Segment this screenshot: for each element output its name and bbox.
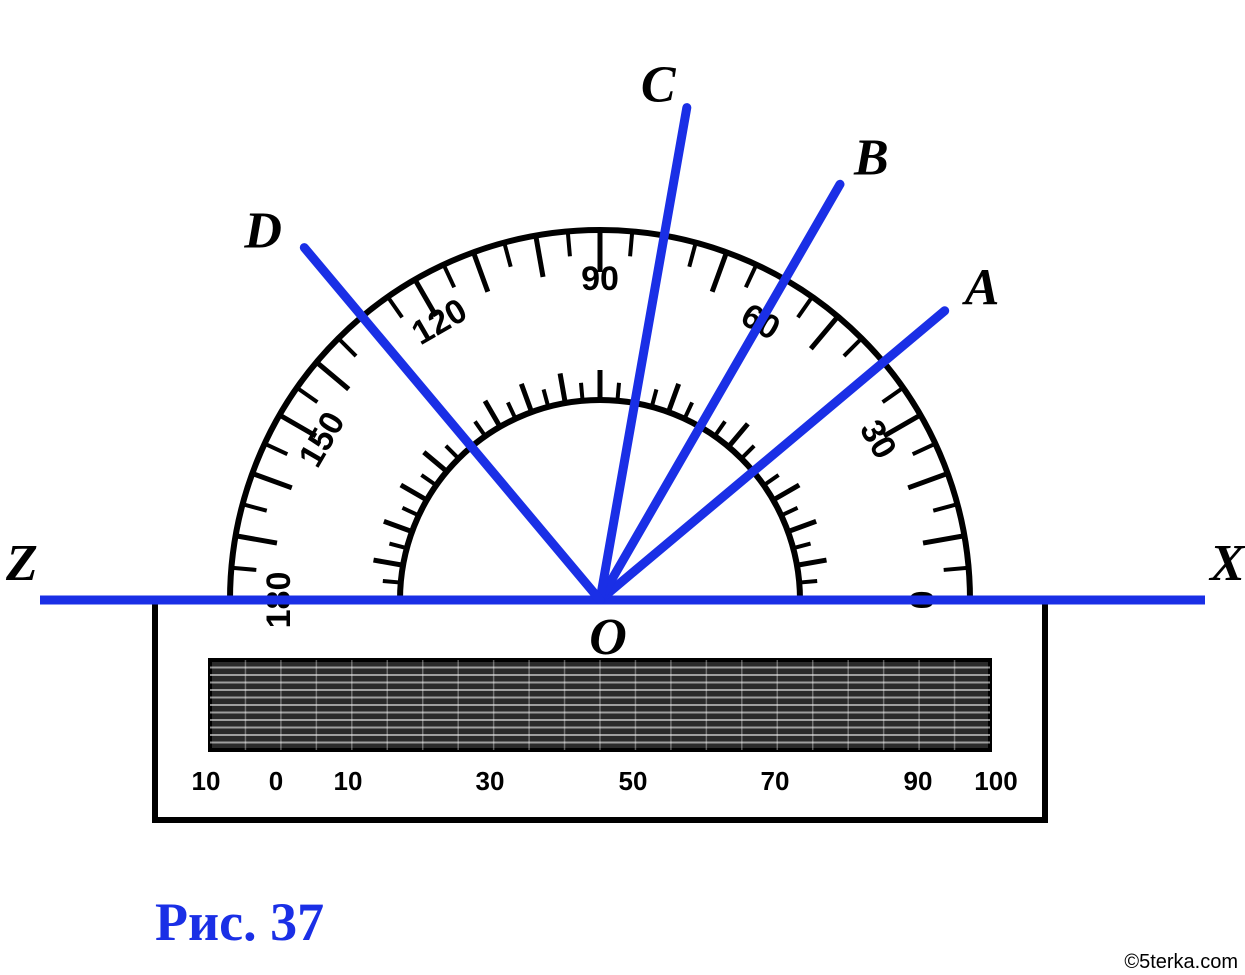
ray-label-a: A: [962, 260, 1000, 317]
outer-tick: [338, 338, 356, 356]
inner-tick: [446, 446, 459, 459]
ruler-label: 10: [334, 766, 363, 796]
inner-tick: [401, 485, 427, 500]
ruler-label: 50: [619, 766, 648, 796]
inner-tick: [544, 389, 549, 406]
ray-a: [600, 311, 945, 600]
outer-tick: [630, 231, 632, 256]
ruler-label: 100: [974, 766, 1017, 796]
inner-tick: [685, 402, 693, 418]
inner-tick: [402, 508, 418, 516]
outer-tick: [844, 338, 862, 356]
outer-tick: [243, 504, 267, 510]
outer-tick: [944, 568, 969, 570]
outer-tick: [811, 317, 838, 349]
inner-tick: [373, 560, 403, 565]
inner-tick: [797, 560, 827, 565]
degree-label: 150: [291, 405, 352, 473]
inner-tick: [508, 402, 516, 418]
outer-tick: [231, 568, 256, 570]
ray-label-d: D: [243, 203, 282, 260]
inner-tick: [715, 421, 725, 436]
outer-tick: [388, 297, 402, 317]
outer-tick: [236, 536, 277, 543]
inner-tick: [617, 383, 619, 401]
outer-tick: [689, 243, 695, 267]
inner-tick: [424, 452, 447, 471]
outer-tick: [913, 444, 936, 455]
inner-tick: [799, 581, 817, 583]
inner-tick: [781, 508, 797, 516]
ruler-label: 70: [761, 766, 790, 796]
inner-tick: [384, 521, 412, 531]
outer-tick: [536, 236, 543, 277]
outer-tick: [265, 444, 288, 455]
origin-label: O: [589, 609, 627, 666]
inner-tick: [668, 384, 678, 412]
ray-label-c: C: [641, 57, 677, 114]
outer-tick: [297, 388, 317, 402]
outer-tick: [883, 388, 903, 402]
inner-tick: [793, 544, 810, 549]
ray-label-b: B: [853, 129, 889, 186]
inner-tick: [560, 373, 565, 403]
ruler-label: 30: [476, 766, 505, 796]
inner-tick: [741, 446, 754, 459]
outer-tick: [504, 243, 510, 267]
inner-tick: [773, 485, 799, 500]
inner-tick: [764, 475, 779, 485]
outer-tick: [923, 536, 964, 543]
inner-tick: [485, 401, 500, 427]
outer-tick: [933, 504, 957, 510]
outer-tick: [712, 252, 726, 291]
inner-tick: [729, 424, 748, 447]
outer-tick: [444, 265, 455, 288]
outer-tick: [473, 252, 487, 291]
watermark: ©5terka.com: [1124, 951, 1238, 973]
inner-tick: [383, 581, 401, 583]
rays: [40, 108, 1205, 600]
inner-tick: [581, 383, 583, 401]
ray-labels: X A B C D Z: [5, 57, 1245, 592]
degree-label: 120: [405, 291, 473, 352]
outer-tick: [908, 473, 947, 487]
ray-label-x: X: [1208, 535, 1245, 592]
outer-tick: [568, 231, 570, 256]
inner-tick: [389, 544, 406, 549]
ruler-label: 10: [192, 766, 221, 796]
protractor-diagram: 1001030507090100 0306090120150180 XABCDZ…: [0, 0, 1245, 975]
inner-tick: [652, 389, 657, 406]
ray-label-z: Z: [5, 535, 38, 592]
outer-tick: [798, 297, 812, 317]
degree-label: 30: [852, 414, 904, 466]
ruler-label: 0: [269, 766, 283, 796]
outer-tick: [317, 362, 349, 389]
outer-tick: [746, 265, 757, 288]
inner-tick: [788, 521, 816, 531]
figure-caption: Рис. 37: [155, 892, 324, 952]
inner-tick: [421, 475, 436, 485]
outer-tick: [252, 473, 291, 487]
degree-label: 90: [581, 260, 619, 298]
inner-tick: [521, 384, 531, 412]
ruler-label: 90: [904, 766, 933, 796]
inner-tick: [475, 421, 485, 436]
